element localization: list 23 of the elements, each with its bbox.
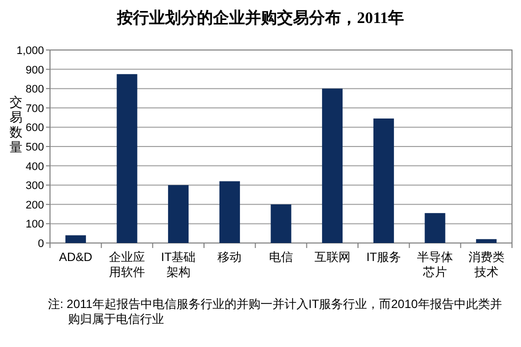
y-tick-label: 900: [26, 64, 44, 76]
x-tick-label: 消费类技术: [468, 250, 504, 279]
x-tick-label: AD&D: [58, 250, 93, 264]
y-tick-label: 1,000: [16, 45, 44, 57]
y-tick-label: 200: [26, 199, 44, 212]
y-axis-title: 交易数量: [10, 94, 22, 154]
chart-title: 按行业划分的企业并购交易分布，2011年: [116, 8, 406, 29]
y-tick-label: 400: [26, 160, 44, 173]
x-tick-label: 电信: [269, 250, 293, 264]
y-tick-label: 600: [26, 122, 44, 134]
text: 注: 2011年起报告中电信服务行业的并购一并计入IT服务行业，而2010年报告中此类并购归属于电信行业: [48, 297, 503, 327]
x-tick-label: IT基础架构: [160, 250, 196, 279]
y-tick-label: 700: [26, 102, 44, 115]
x-tick-label: 互联网: [314, 250, 350, 264]
x-tick-label: 移动: [218, 250, 242, 264]
y-tick-label: 100: [26, 218, 44, 231]
y-tick-label: 300: [26, 180, 44, 192]
x-tick-label: 企业应用软件: [109, 250, 145, 279]
x-tick-label: 半导体芯片: [417, 250, 453, 279]
y-tick-label: 800: [26, 84, 44, 96]
x-tick-label: IT服务: [366, 250, 402, 264]
y-tick-label: 500: [26, 142, 44, 154]
y-tick-label: 0: [38, 238, 44, 250]
